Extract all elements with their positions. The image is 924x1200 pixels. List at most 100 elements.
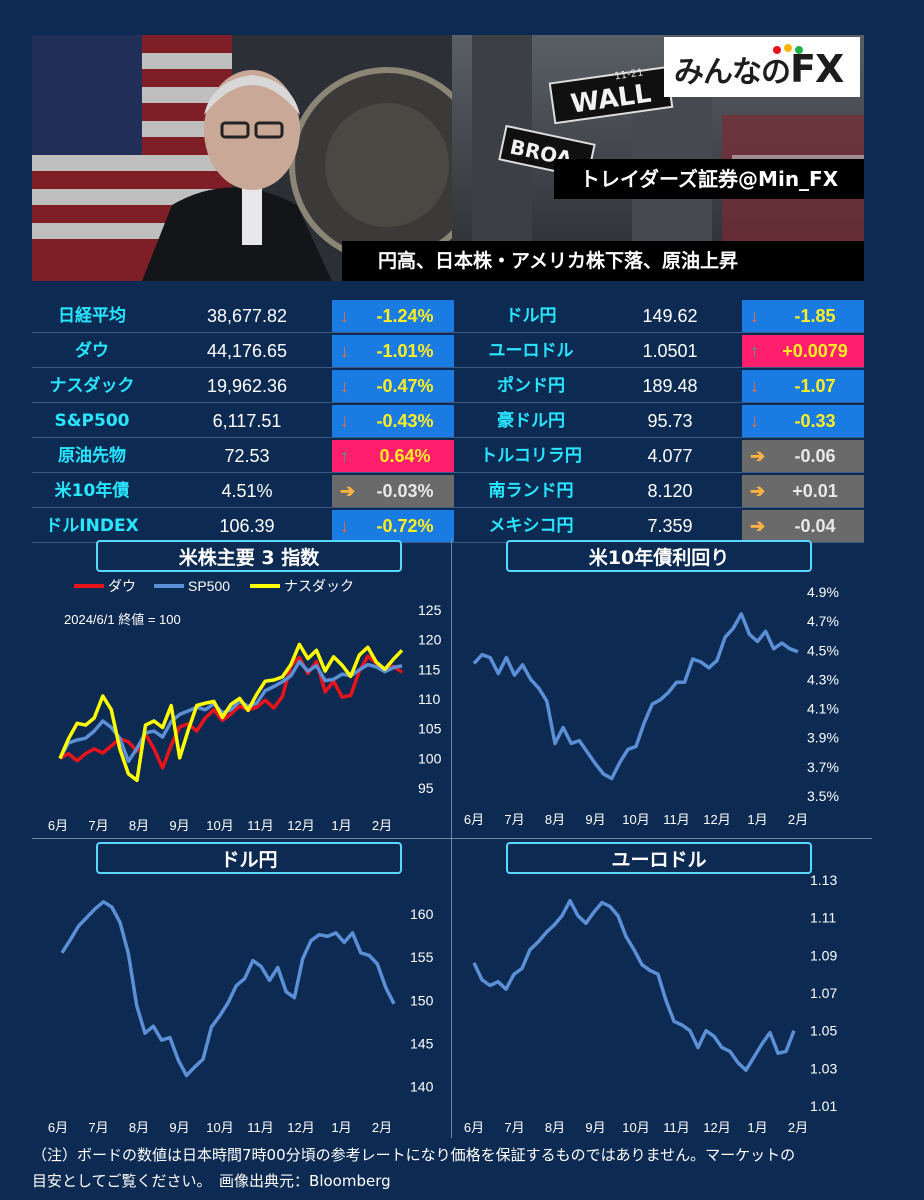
logo-dots [773,44,803,54]
right-change-value: +0.01 [792,481,838,501]
arrow-down-icon: ↓ [750,306,759,326]
x-tick-label: 6月 [464,812,484,827]
x-tick-label: 8月 [545,812,565,827]
left-instrument-value: 44,176.65 [206,341,288,361]
right-change-value: -0.33 [794,411,836,431]
y-tick-label: 100 [418,750,442,766]
chart-title-eurusd: ユーロドル [506,842,812,874]
x-tick-label: 8月 [129,818,149,833]
disclaimer-line-1: （注）ボードの数値は日本時間7時00分頃の参考レートになり価格を保証するものでは… [32,1146,796,1164]
y-tick-label: 105 [418,721,442,737]
y-tick-label: 3.5% [807,788,839,804]
table-row: S&P500 6,117.51 ↓ -0.43% 豪ドル円 95.73 ↓ -0.33 [32,405,864,438]
table-row: ダウ 44,176.65 ↓ -1.01% ユーロドル 1.0501 ↑ +0.0079 [32,335,864,368]
x-tick-label: 2月 [788,812,808,827]
right-change-value: +0.0079 [782,341,848,361]
y-tick-label: 1.03 [810,1060,837,1076]
x-tick-label: 9月 [585,812,605,827]
right-change-badge: ↑ +0.0079 [742,335,864,367]
series-line-2 [58,642,404,783]
arrow-down-icon: ↓ [340,341,349,361]
x-tick-label: 8月 [129,1120,149,1135]
y-tick-label: 4.1% [807,701,839,717]
y-tick-label: 140 [410,1079,434,1095]
y-tick-label: 155 [410,949,434,965]
y-tick-label: 4.7% [807,613,839,629]
arrow-right-icon: ➔ [750,516,766,536]
right-instrument-name: ユーロドル [488,341,574,361]
y-tick-label: 1.01 [810,1098,837,1114]
y-tick-label: 95 [418,780,434,796]
arrow-down-icon: ↓ [340,306,349,326]
right-instrument-name: 豪ドル円 [497,411,565,431]
y-tick-label: 160 [410,906,434,922]
chart-usdjpy: 160 155 150 145 140 6月 7月 8月 9月 10月 11月 12月 1月 2月 [48,900,434,1135]
chart-title-usdjpy: ドル円 [96,842,402,874]
x-tick-label: 11月 [663,812,690,827]
sign-street-no: 11-21 [614,67,644,82]
disclaimer-note: （注）ボードの数値は日本時間7時00分頃の参考レートになり価格を保証するものでは… [32,1142,872,1194]
left-instrument-name: S&P500 [54,411,130,431]
right-instrument-value: 189.48 [642,376,698,396]
x-tick-label: 9月 [169,1120,189,1135]
x-tick-label: 10月 [622,812,649,827]
arrow-up-icon: ↑ [340,446,349,466]
x-tick-label: 11月 [247,818,274,833]
right-instrument-value: 4.077 [647,446,693,466]
y-tick-label: 4.5% [807,642,839,658]
base-note-box [58,604,234,632]
right-instrument-value: 149.62 [642,306,698,326]
y-tick-label: 110 [418,691,441,707]
legend-label: SP500 [188,578,230,594]
x-tick-label: 7月 [504,812,524,827]
x-tick-label: 1月 [331,818,351,833]
left-change-badge: ➔ -0.03% [332,475,454,507]
left-instrument-value: 19,962.36 [206,376,288,396]
arrow-down-icon: ↓ [750,411,759,431]
x-tick-label: 12月 [703,1120,730,1135]
arrow-down-icon: ↓ [340,376,349,396]
arrow-down-icon: ↓ [340,516,349,536]
chart-us-indices: 95 100 105 110 115 120 125 6月 7月 8月 9月 10月 11月 12月 1月 2… [48,578,442,833]
header-photo: WALL 11-21 BROA みんなのFX トレイダーズ証券@Min_FX 円… [32,35,864,281]
left-change-value: -0.72% [376,516,434,536]
y-tick-label: 1.09 [810,947,837,963]
y-tick-label: 1.07 [810,985,837,1001]
right-instrument-name: ドル円 [505,306,557,326]
left-change-value: -0.47% [376,376,434,396]
x-tick-label: 11月 [247,1120,274,1135]
left-instrument-name: ダウ [75,341,109,361]
y-tick-label: 1.05 [810,1023,837,1039]
market-table: 日経平均 38,677.82 ↓ -1.24% ドル円 149.62 ↓ -1.85 ダウ 44,… [32,300,864,545]
y-tick-label: 120 [418,632,442,648]
x-tick-label: 1月 [747,812,767,827]
right-change-value: -0.06 [794,446,836,466]
x-tick-label: 6月 [48,818,68,833]
chart-us10y: 4.9% 4.7% 4.5% 4.3% 4.1% 3.9% 3.7% 3.5% 6月 7月 8月 9月… [464,584,839,827]
x-tick-label: 6月 [464,1120,484,1135]
left-change-value: -1.24% [376,306,434,326]
logo-text: みんなのFX [674,47,844,91]
arrow-down-icon: ↓ [750,376,759,396]
x-tick-label: 7月 [504,1120,524,1135]
series-line-0 [472,612,799,781]
arrow-right-icon: ➔ [340,481,356,501]
right-instrument-value: 8.120 [647,481,693,501]
legend-label: ナスダック [284,578,354,594]
x-tick-label: 11月 [663,1120,690,1135]
left-instrument-name: 日経平均 [58,306,126,326]
x-tick-label: 12月 [287,1120,314,1135]
y-tick-label: 3.7% [807,759,839,775]
series-line-0 [472,898,796,1072]
x-tick-label: 8月 [545,1120,565,1135]
arrow-right-icon: ➔ [750,446,766,466]
table-row: 米10年債 4.51% ➔ -0.03% 南ランド円 8.120 ➔ +0.01 [32,475,864,508]
left-change-badge: ↓ -1.01% [332,335,454,367]
x-tick-label: 1月 [747,1120,767,1135]
right-instrument-value: 1.0501 [642,341,698,361]
left-change-badge: ↓ -0.72% [332,510,454,542]
table-row: ドルINDEX 106.39 ↓ -0.72% メキシコ円 7.359 ➔ -0.04 [32,510,864,543]
base-note: 2024/6/1 終値 = 100 [64,612,181,627]
x-tick-label: 9月 [585,1120,605,1135]
x-tick-label: 9月 [169,818,189,833]
